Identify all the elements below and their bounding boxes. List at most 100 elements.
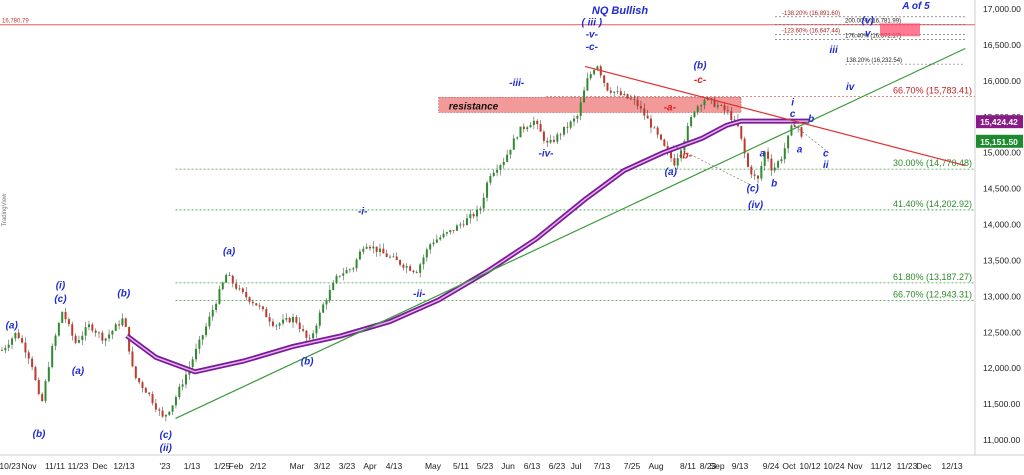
y-tick-label: 16,500.00 bbox=[983, 40, 1021, 50]
x-tick-label: Jun bbox=[501, 461, 515, 471]
candle-body bbox=[542, 131, 545, 141]
candle-body bbox=[368, 246, 371, 249]
wave-label: -ii- bbox=[413, 289, 426, 300]
candle-body bbox=[576, 115, 579, 119]
candle-body bbox=[412, 270, 415, 273]
candle-body bbox=[358, 251, 361, 260]
candle-body bbox=[676, 158, 679, 166]
candle-body bbox=[312, 333, 315, 339]
candle-body bbox=[178, 386, 181, 398]
candle-body bbox=[402, 264, 405, 268]
candle-body bbox=[770, 158, 773, 171]
candle-body bbox=[144, 387, 147, 393]
wave-label: i bbox=[791, 97, 794, 108]
candle-body bbox=[258, 305, 261, 307]
candle-body bbox=[124, 318, 127, 327]
price-label-box bbox=[976, 134, 1023, 148]
candle-body bbox=[532, 120, 535, 126]
candle-body bbox=[696, 106, 699, 112]
wave-label: (c) bbox=[54, 294, 67, 305]
wave-label: -a- bbox=[664, 102, 677, 113]
candle-body bbox=[499, 165, 502, 170]
x-tick-label: 10/24 bbox=[823, 461, 845, 471]
candle-body bbox=[415, 272, 418, 273]
candle-body bbox=[462, 224, 465, 226]
target-zone bbox=[880, 23, 920, 37]
candle-body bbox=[606, 82, 609, 91]
candle-body bbox=[322, 304, 325, 313]
wave-label: (ii) bbox=[160, 443, 173, 454]
candle-body bbox=[51, 346, 54, 368]
candle-body bbox=[800, 127, 803, 137]
candle-body bbox=[241, 288, 244, 293]
candle-body bbox=[161, 410, 164, 417]
candle-body bbox=[780, 159, 783, 162]
wave-label: (b) bbox=[117, 288, 130, 299]
candle-body bbox=[335, 275, 338, 283]
x-tick-label: 4/13 bbox=[386, 461, 403, 471]
candle-body bbox=[4, 347, 7, 351]
candle-body bbox=[328, 289, 331, 301]
candle-body bbox=[255, 303, 258, 306]
candle-body bbox=[623, 94, 626, 96]
candle-body bbox=[74, 335, 77, 343]
candle-body bbox=[318, 312, 321, 326]
candle-body bbox=[422, 257, 425, 265]
candle-body bbox=[492, 172, 495, 176]
candle-body bbox=[583, 90, 586, 103]
candle-body bbox=[101, 332, 104, 341]
candle-body bbox=[325, 300, 328, 305]
candle-body bbox=[195, 348, 198, 360]
candle-body bbox=[81, 335, 84, 341]
candle-body bbox=[305, 330, 308, 338]
candle-body bbox=[21, 338, 24, 343]
candle-body bbox=[603, 75, 606, 83]
x-tick-label: 12/13 bbox=[941, 461, 963, 471]
candle-body bbox=[476, 209, 479, 217]
x-tick-label: Jul bbox=[571, 461, 582, 471]
x-tick-label: 8/23 bbox=[700, 461, 717, 471]
candle-body bbox=[442, 233, 445, 238]
candle-body bbox=[613, 91, 616, 93]
wave-label: a bbox=[797, 145, 803, 156]
candle-body bbox=[743, 138, 746, 154]
candle-body bbox=[522, 126, 525, 130]
y-tick-label: 12,500.00 bbox=[983, 327, 1021, 337]
candle-body bbox=[700, 105, 703, 107]
candle-body bbox=[302, 329, 305, 331]
wave-label: iv bbox=[846, 82, 856, 93]
candle-body bbox=[629, 98, 632, 100]
candle-body bbox=[281, 319, 284, 324]
candle-body bbox=[198, 339, 201, 349]
candle-body bbox=[205, 326, 208, 336]
candle-body bbox=[385, 253, 388, 257]
candle-body bbox=[486, 182, 489, 198]
wave-label: (a) bbox=[665, 167, 678, 178]
candle-body bbox=[639, 106, 642, 109]
candle-body bbox=[285, 318, 288, 320]
x-tick-label: 11/11 bbox=[45, 461, 65, 471]
candle-body bbox=[134, 366, 137, 379]
axes-layer: 11,000.00 11,500.00 12,000.00 12,500.00 13,0… bbox=[0, 4, 1023, 471]
candle-body bbox=[104, 338, 107, 341]
candle-body bbox=[686, 126, 689, 141]
candle-body bbox=[288, 318, 291, 323]
candle-body bbox=[238, 288, 241, 290]
candle-body bbox=[348, 269, 351, 271]
candle-body bbox=[315, 325, 318, 334]
candle-body bbox=[278, 323, 281, 326]
candle-body bbox=[405, 266, 408, 268]
candle-body bbox=[713, 99, 716, 107]
candle-body bbox=[228, 274, 231, 276]
x-tick-label: 9/24 bbox=[763, 461, 780, 471]
candle-body bbox=[382, 248, 385, 254]
wave-labels-layer: (a) (b) (i) (c) (a) (b) (c) (ii) (a) (b) -i- -ii- -i… bbox=[6, 15, 875, 453]
candle-body bbox=[148, 392, 151, 395]
green-support-trendline bbox=[175, 47, 966, 419]
price-label-text: 15,151.50 bbox=[980, 137, 1018, 147]
x-tick-label: Sep bbox=[709, 461, 724, 471]
upper-fib-label: 200.00% (16,781.99) bbox=[845, 19, 901, 25]
wave-label: (i) bbox=[56, 280, 66, 291]
